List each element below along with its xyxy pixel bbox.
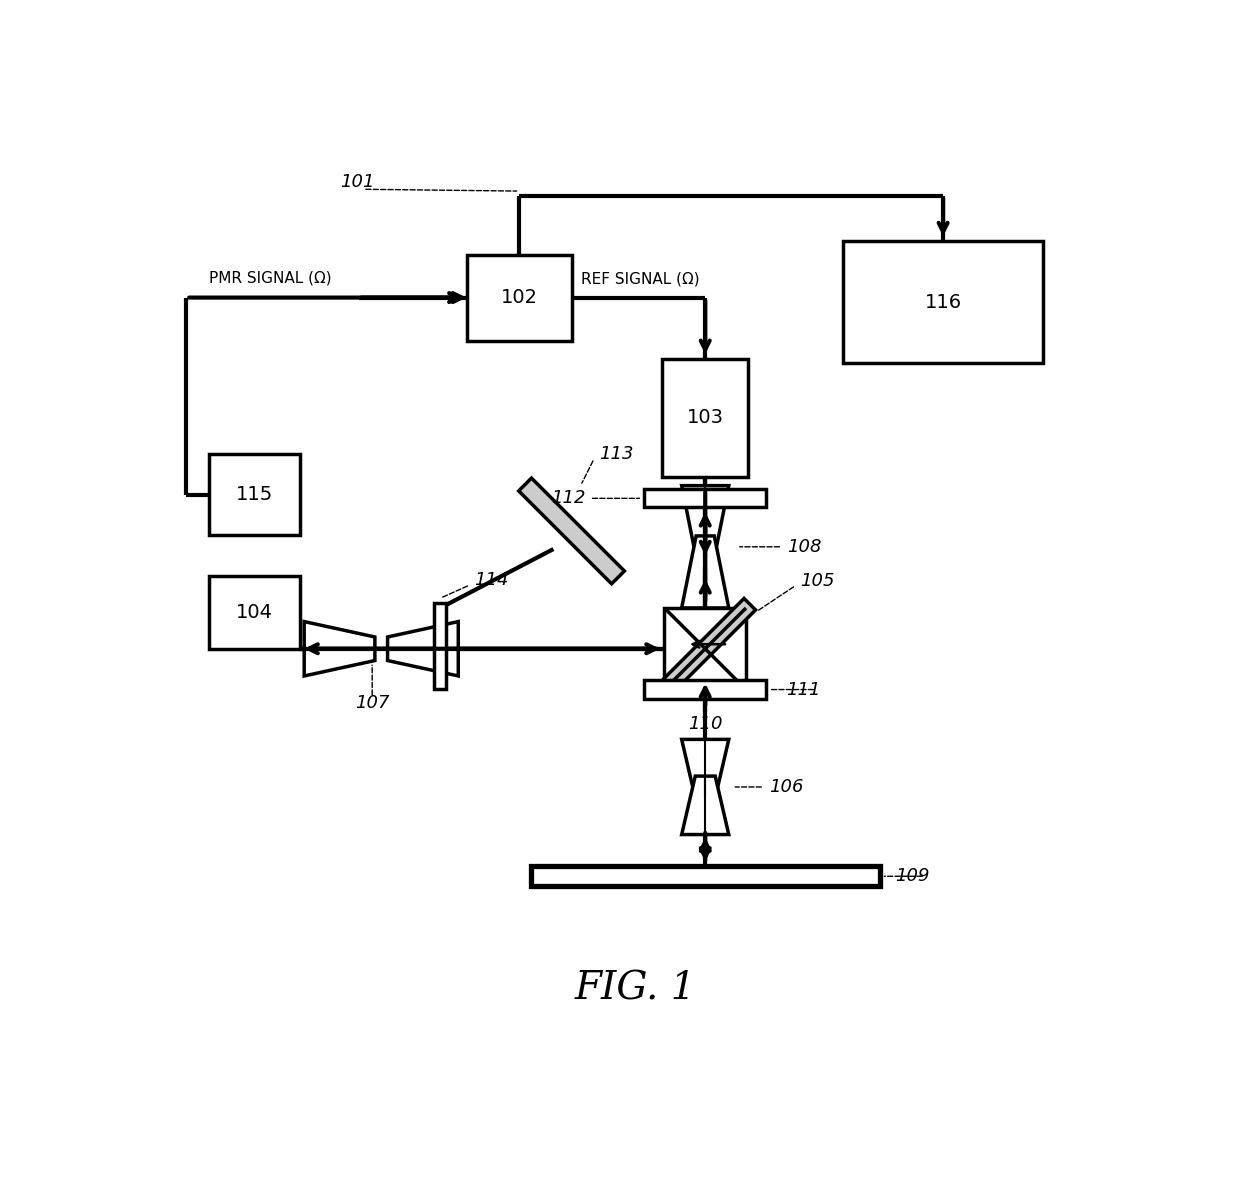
Bar (530, 866, 880, 886)
Text: 110: 110 (688, 714, 722, 733)
Text: 114: 114 (475, 571, 509, 590)
Text: 108: 108 (787, 538, 821, 556)
Text: 101: 101 (341, 173, 375, 191)
Text: 112: 112 (550, 490, 585, 507)
Bar (664, 609, 746, 690)
Text: 106: 106 (768, 778, 803, 796)
Bar (644, 490, 767, 507)
Text: 103: 103 (686, 408, 724, 427)
Text: FIG. 1: FIG. 1 (574, 970, 696, 1008)
Polygon shape (305, 621, 375, 676)
Polygon shape (388, 621, 458, 676)
Text: 113: 113 (598, 445, 633, 463)
Text: 102: 102 (501, 288, 538, 307)
Text: PMR SIGNAL (Ω): PMR SIGNAL (Ω) (209, 271, 332, 286)
Text: 105: 105 (800, 572, 835, 590)
Text: REF SIGNAL (Ω): REF SIGNAL (Ω) (581, 272, 699, 287)
Bar (844, 241, 1043, 364)
Polygon shape (681, 486, 729, 558)
Text: 109: 109 (895, 867, 929, 885)
Polygon shape (681, 776, 729, 834)
Polygon shape (664, 598, 756, 690)
Polygon shape (681, 739, 729, 798)
Text: 116: 116 (924, 293, 961, 312)
Polygon shape (681, 536, 729, 609)
Bar (644, 680, 767, 699)
Text: 115: 115 (235, 485, 273, 504)
Text: 104: 104 (235, 603, 273, 621)
Text: 111: 111 (787, 680, 820, 698)
Bar (434, 603, 446, 689)
Text: 107: 107 (354, 694, 389, 712)
Bar (209, 454, 300, 536)
Bar (467, 254, 571, 340)
Bar (209, 577, 300, 649)
Polygon shape (519, 478, 624, 584)
Bar (662, 359, 748, 477)
